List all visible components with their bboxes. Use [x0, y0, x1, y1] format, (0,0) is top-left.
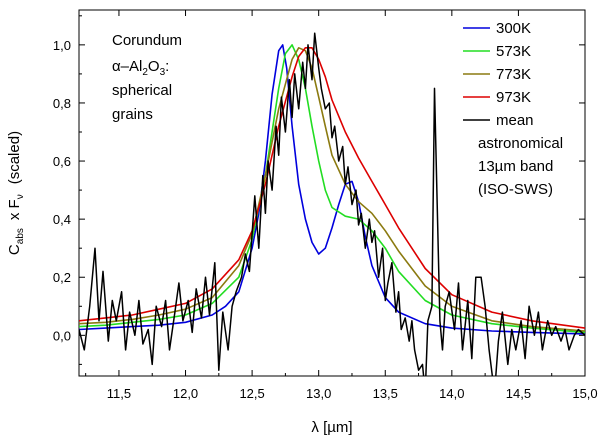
- annotation-alpha-al: α–Al: [112, 58, 142, 75]
- x-tick-label: 15,0: [572, 386, 597, 401]
- y-axis-label-sub1: abs: [15, 228, 26, 244]
- x-tick-label: 12,0: [173, 386, 198, 401]
- annotation-line1: Corundum: [112, 32, 182, 49]
- annotation-sub-3: 3: [160, 67, 166, 78]
- y-axis-label-suffix: (scaled): [6, 131, 23, 184]
- annotation-sub-2: 2: [142, 67, 148, 78]
- annotation-formula: α–Al2O3:: [112, 58, 169, 78]
- annotation-line4: grains: [112, 106, 153, 123]
- legend-label-extra: astronomical: [478, 135, 563, 152]
- legend: 300K 573K 773K 973K mean astronomical 13µm ban…: [463, 20, 563, 198]
- series-line-mean: [79, 32, 585, 376]
- annotation-colon: :: [165, 58, 169, 75]
- annotation-o: O: [148, 58, 160, 75]
- legend-label-extra: 13µm band: [478, 158, 553, 175]
- series-line-973k: [79, 46, 585, 329]
- y-tick-label: 0,0: [53, 328, 71, 343]
- y-tick-label: 0,8: [53, 96, 71, 111]
- legend-label: 773K: [496, 66, 531, 83]
- ticks-layer: [79, 10, 586, 376]
- x-tick-label: 13,0: [306, 386, 331, 401]
- series-layer: [79, 32, 585, 376]
- legend-label: 973K: [496, 89, 531, 106]
- y-axis-label-c: C: [6, 244, 23, 255]
- legend-label-extra: (ISO-SWS): [478, 181, 553, 198]
- y-tick-label: 0,6: [53, 154, 71, 169]
- y-axis-label-mid: x F: [6, 199, 23, 220]
- x-tick-label: 14,0: [439, 386, 464, 401]
- series-line-300k: [79, 44, 585, 335]
- y-axis-label: Cabs x Fν (scaled): [6, 131, 26, 255]
- legend-label: 573K: [496, 43, 531, 60]
- legend-label: 300K: [496, 20, 531, 37]
- legend-label: mean: [496, 112, 534, 129]
- x-tick-label: 11,5: [107, 386, 131, 401]
- annotation-line3: spherical: [112, 82, 172, 99]
- x-tick-label: 12,5: [239, 386, 264, 401]
- x-axis-label: λ [µm]: [311, 419, 352, 436]
- plot-frame: [78, 9, 586, 377]
- x-tick-label: 14,5: [506, 386, 531, 401]
- y-axis-label-sub2: ν: [15, 194, 26, 199]
- y-tick-label: 0,2: [53, 270, 71, 285]
- series-line-573k: [79, 44, 585, 334]
- tick-labels-layer: 11,5 12,0 12,5 13,0 13,5 14,0 14,5 15,0 0,0 0,2 0,…: [53, 38, 598, 401]
- y-tick-label: 0,4: [53, 212, 71, 227]
- x-tick-label: 13,5: [373, 386, 398, 401]
- y-tick-label: 1,0: [53, 38, 71, 53]
- annotation: Corundum α–Al2O3: spherical grains: [112, 32, 182, 123]
